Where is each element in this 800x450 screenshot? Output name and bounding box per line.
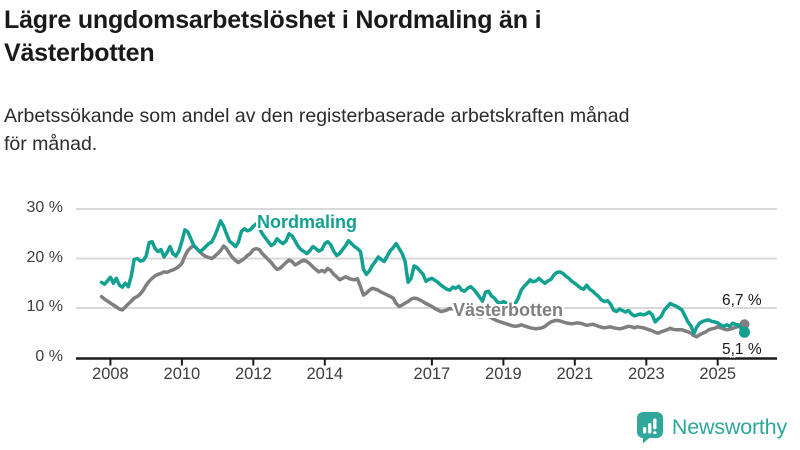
x-axis-tick-label: 2019 [485, 365, 522, 383]
title-line-1: Lägre ungdomsarbetslöshet i Nordmaling ä… [4, 6, 542, 34]
series-line-vasterbotten [99, 243, 747, 339]
y-axis-tick-label: 30 % [26, 199, 63, 216]
page-title: Lägre ungdomsarbetslöshet i Nordmaling ä… [4, 4, 796, 70]
y-axis-tick-label: 0 % [35, 347, 63, 365]
end-value-label-vasterbotten: 6,7 % [722, 292, 762, 309]
x-axis-tick-label: 2012 [234, 365, 272, 383]
end-value-label-nordmaling: 5,1 % [722, 341, 762, 358]
y-axis-tick-label: 10 % [26, 298, 63, 315]
series-label-vasterbotten: Västerbotten [453, 300, 564, 320]
y-axis-tick-label: 20 % [26, 248, 63, 266]
x-axis-tick-label: 2014 [306, 365, 344, 383]
title-line-2: Västerbotten [4, 39, 155, 67]
x-axis-tick-label: 2021 [556, 365, 594, 383]
series-label-nordmaling: Nordmaling [257, 212, 358, 232]
series-line-nordmaling [99, 219, 747, 335]
subtitle-line-2: för månad. [4, 132, 98, 155]
subtitle-line-1: Arbetssökande som andel av den registerb… [4, 105, 630, 127]
x-axis-tick-label: 2017 [413, 365, 451, 383]
x-axis-tick-label: 2023 [627, 365, 665, 383]
x-axis-tick-label: 2008 [92, 365, 129, 383]
newsworthy-logo-text: Newsworthy [671, 415, 787, 439]
x-axis-tick-label: 2025 [699, 365, 737, 383]
newsworthy-logo[interactable]: Newsworthy [636, 411, 787, 444]
newsworthy-logo-icon [636, 412, 663, 444]
chart-subtitle: Arbetssökande som andel av den registerb… [4, 103, 796, 158]
x-axis-tick-label: 2010 [163, 365, 201, 383]
series-end-dot-nordmaling [739, 326, 750, 338]
